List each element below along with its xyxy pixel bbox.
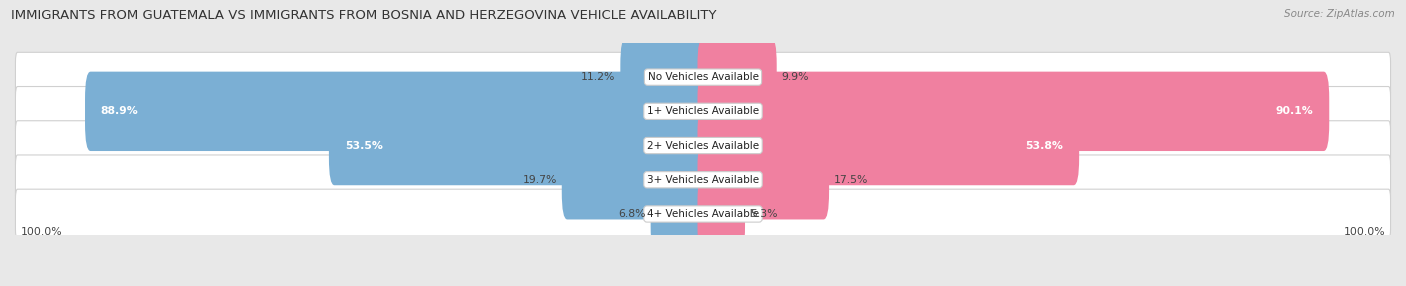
Text: 6.8%: 6.8%: [619, 209, 645, 219]
Text: 11.2%: 11.2%: [581, 72, 616, 82]
Text: 88.9%: 88.9%: [101, 106, 139, 116]
Text: Source: ZipAtlas.com: Source: ZipAtlas.com: [1284, 9, 1395, 19]
FancyBboxPatch shape: [15, 87, 1391, 136]
Text: 3+ Vehicles Available: 3+ Vehicles Available: [647, 175, 759, 185]
FancyBboxPatch shape: [84, 72, 709, 151]
Text: 90.1%: 90.1%: [1275, 106, 1313, 116]
Text: No Vehicles Available: No Vehicles Available: [648, 72, 758, 82]
Text: 17.5%: 17.5%: [834, 175, 869, 185]
Text: 19.7%: 19.7%: [523, 175, 557, 185]
FancyBboxPatch shape: [620, 37, 709, 117]
FancyBboxPatch shape: [15, 189, 1391, 239]
FancyBboxPatch shape: [697, 140, 830, 219]
Text: 53.5%: 53.5%: [344, 140, 382, 150]
Text: IMMIGRANTS FROM GUATEMALA VS IMMIGRANTS FROM BOSNIA AND HERZEGOVINA VEHICLE AVAI: IMMIGRANTS FROM GUATEMALA VS IMMIGRANTS …: [11, 9, 717, 21]
Text: 53.8%: 53.8%: [1025, 140, 1063, 150]
FancyBboxPatch shape: [697, 72, 1329, 151]
FancyBboxPatch shape: [697, 174, 745, 254]
FancyBboxPatch shape: [562, 140, 709, 219]
FancyBboxPatch shape: [15, 155, 1391, 204]
Text: 9.9%: 9.9%: [782, 72, 808, 82]
FancyBboxPatch shape: [651, 174, 709, 254]
FancyBboxPatch shape: [15, 52, 1391, 102]
Text: 100.0%: 100.0%: [21, 227, 63, 237]
Text: 4+ Vehicles Available: 4+ Vehicles Available: [647, 209, 759, 219]
Text: 5.3%: 5.3%: [749, 209, 778, 219]
Text: 2+ Vehicles Available: 2+ Vehicles Available: [647, 140, 759, 150]
FancyBboxPatch shape: [697, 37, 776, 117]
Text: 1+ Vehicles Available: 1+ Vehicles Available: [647, 106, 759, 116]
FancyBboxPatch shape: [697, 106, 1080, 185]
FancyBboxPatch shape: [329, 106, 709, 185]
FancyBboxPatch shape: [15, 121, 1391, 170]
Text: 100.0%: 100.0%: [1343, 227, 1385, 237]
